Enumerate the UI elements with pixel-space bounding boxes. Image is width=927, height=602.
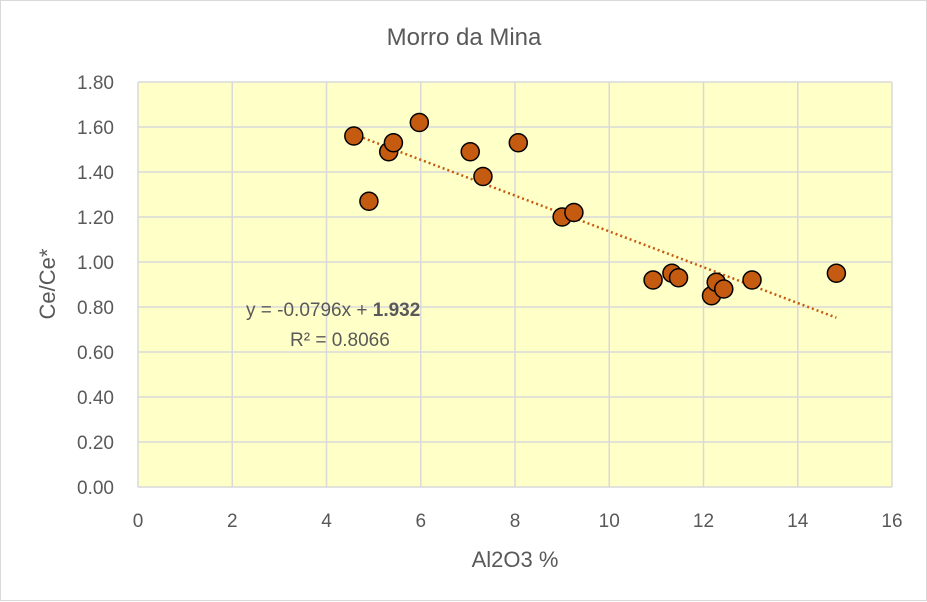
y-tick-label: 1.20 xyxy=(77,208,114,229)
x-axis-title: Al2O3 % xyxy=(472,547,559,572)
y-tick-label: 0.40 xyxy=(77,388,114,409)
data-point xyxy=(359,191,379,211)
data-point xyxy=(383,133,404,153)
y-tick-label: 1.60 xyxy=(77,118,114,139)
gridlines xyxy=(137,81,893,488)
y-tick-label: 0.60 xyxy=(77,343,114,364)
x-tick-label: 14 xyxy=(787,511,809,532)
y-tick-label: 0.20 xyxy=(77,433,114,454)
y-axis-ticks: 0.00 0.20 0.40 0.60 0.80 1.00 1.20 1.40 1.60 1.80 xyxy=(77,73,114,499)
data-point xyxy=(564,202,584,223)
y-tick-label: 1.80 xyxy=(77,73,114,94)
data-point xyxy=(668,268,689,288)
data-point xyxy=(643,270,663,290)
trendline-intercept: 1.932 xyxy=(373,300,421,321)
x-tick-label: 10 xyxy=(599,511,620,532)
trendline-equation: y = -0.0796x + 1.932 xyxy=(246,300,420,321)
chart-title: Morro da Mina xyxy=(387,24,542,51)
x-tick-label: 4 xyxy=(321,511,332,532)
x-tick-label: 0 xyxy=(133,511,144,532)
data-point xyxy=(473,166,493,187)
data-point xyxy=(508,133,529,153)
data-point xyxy=(714,279,734,299)
y-tick-label: 0.00 xyxy=(77,478,114,499)
x-axis-ticks: 0 2 4 6 8 10 12 14 16 xyxy=(133,511,903,532)
data-point xyxy=(742,270,762,290)
data-point xyxy=(826,263,847,283)
data-points xyxy=(344,112,847,306)
y-tick-label: 1.40 xyxy=(77,163,114,184)
data-point xyxy=(344,126,364,146)
x-tick-label: 8 xyxy=(510,511,521,532)
y-axis-title: Ce/Ce* xyxy=(35,248,60,319)
x-tick-label: 2 xyxy=(227,511,238,532)
x-tick-label: 16 xyxy=(881,511,902,532)
data-point xyxy=(409,112,430,133)
y-tick-label: 1.00 xyxy=(77,253,114,274)
data-point xyxy=(460,142,480,162)
x-tick-label: 12 xyxy=(693,511,714,532)
y-tick-label: 0.80 xyxy=(77,298,114,319)
x-tick-label: 6 xyxy=(415,511,426,532)
trendline-r-squared: R² = 0.8066 xyxy=(290,330,390,351)
